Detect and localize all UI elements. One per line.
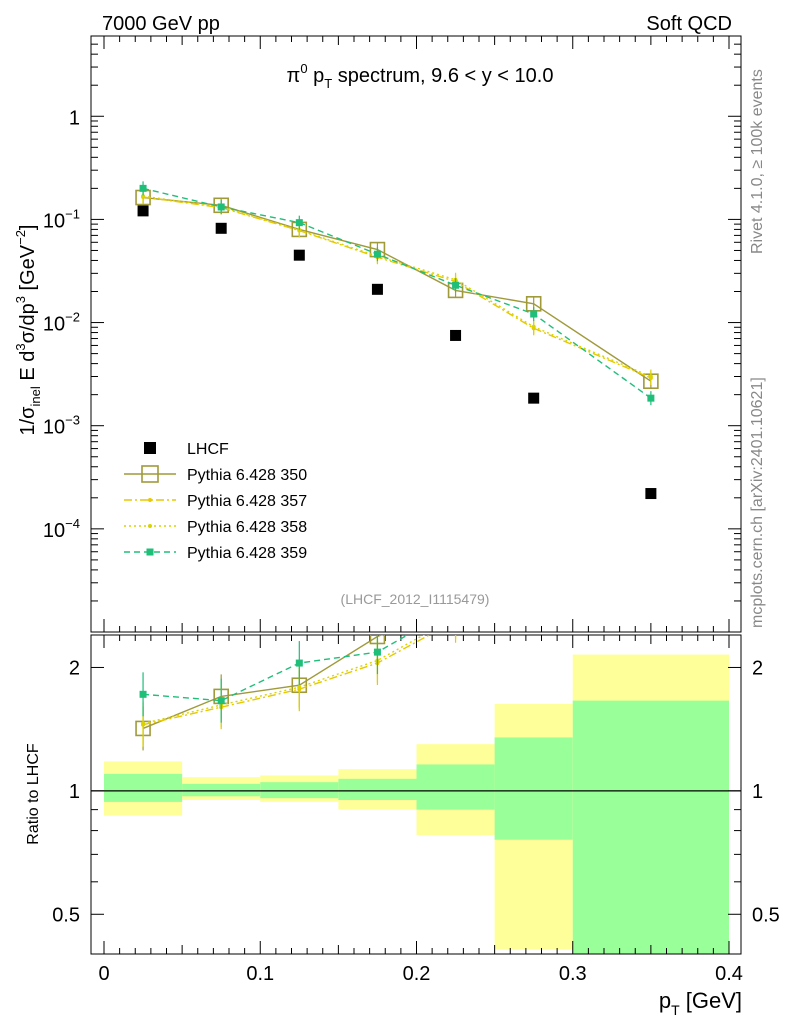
legend: LHCF Pythia 6.428 350 Pythia 6.428 357 Pyth… (124, 441, 307, 562)
main-plot-frame (90, 35, 742, 633)
legend-marker (148, 524, 152, 528)
data-point (373, 250, 381, 258)
main-y-tick-labels: 1 10−1 10−2 10−3 10−4 (43, 107, 80, 542)
ratio-series-pythia-6-428-359 (139, 635, 409, 723)
legend-marker (144, 442, 156, 454)
y-tick-label: 10−1 (43, 206, 80, 232)
data-point (647, 394, 655, 402)
ratio-point (454, 619, 458, 623)
main-plot: 1 10−1 10−2 10−3 10−4 π0 pT spectrum, 9.6 < … (13, 35, 742, 633)
x-tick-label: 0 (98, 963, 109, 985)
data-point (648, 374, 653, 379)
ratio-y-axis-label: Ratio to LHCF (25, 743, 42, 845)
data-point (215, 222, 227, 234)
ratio-plot: 2 2 1 1 0.5 0.5 0 0.1 0.2 0.3 0.4 Ratio to LHCF p… (25, 615, 780, 1018)
ratio-point (373, 648, 381, 656)
stat-uncertainty-band (182, 783, 261, 797)
legend-marker (146, 548, 154, 556)
main-y-ticks (91, 35, 741, 633)
x-tick-label: 0.4 (715, 963, 743, 985)
legend-label: Pythia 6.428 350 (187, 467, 307, 484)
data-point (293, 249, 305, 261)
ratio-y-tick-label-right: 2 (752, 657, 763, 679)
legend-label: LHCF (187, 441, 229, 458)
y-tick-label: 10−3 (43, 413, 80, 439)
data-point (530, 310, 538, 318)
ratio-y-tick-label-right: 0.5 (752, 904, 780, 926)
stat-uncertainty-band (104, 773, 183, 802)
ratio-point (217, 697, 225, 705)
y-tick-label: 10−2 (43, 310, 80, 336)
header-right: Soft QCD (646, 13, 732, 35)
y-tick-label: 10−4 (43, 516, 80, 542)
legend-marker (148, 498, 152, 502)
ratio-bands (91, 654, 741, 954)
legend-entry: Pythia 6.428 359 (124, 545, 307, 562)
x-tick-label: 0.2 (403, 963, 431, 985)
legend-marker (141, 465, 159, 483)
data-point (295, 219, 303, 227)
legend-label: Pythia 6.428 358 (187, 519, 307, 536)
stat-uncertainty-band (260, 782, 339, 799)
main-title: π0 pT spectrum, 9.6 < y < 10.0 (287, 61, 554, 91)
data-point (528, 392, 540, 404)
x-axis-label: pT [GeV] (659, 988, 742, 1018)
data-point (450, 329, 462, 341)
mcplots-label: mcplots.cern.ch [arXiv:2401.10621] (749, 377, 766, 628)
data-point (297, 227, 302, 232)
x-tick-label: 0.3 (559, 963, 587, 985)
legend-entry: Pythia 6.428 358 (124, 519, 307, 536)
ratio-y-tick-labels: 2 2 1 1 0.5 0.5 (52, 657, 780, 926)
series-lhcf (137, 205, 657, 500)
stat-uncertainty-band (338, 778, 417, 800)
ratio-point (141, 721, 146, 726)
data-point (141, 194, 146, 199)
ratio-y-tick-label: 0.5 (52, 904, 80, 926)
ratio-point (297, 685, 302, 690)
rivet-label: Rivet 4.1.0, ≥ 100k events (749, 69, 766, 254)
data-point (452, 281, 460, 289)
ratio-ticks (91, 635, 741, 954)
data-point (531, 324, 536, 329)
ratio-point (139, 690, 147, 698)
legend-entry: Pythia 6.428 357 (124, 493, 307, 510)
x-tick-labels: 0 0.1 0.2 0.3 0.4 (98, 963, 742, 985)
y-tick-label: 1 (69, 107, 80, 129)
series-pythia-6-428-359 (139, 181, 655, 406)
analysis-watermark: (LHCF_2012_I1115479) (341, 591, 490, 607)
legend-entry: Pythia 6.428 350 (124, 465, 307, 484)
ratio-y-tick-label: 2 (69, 657, 80, 679)
ratio-y-tick-label-right: 1 (752, 781, 763, 803)
ratio-point (454, 615, 458, 619)
stat-uncertainty-band (572, 700, 729, 954)
legend-entry: LHCF (144, 441, 229, 458)
main-series-group (135, 181, 659, 500)
data-point (371, 283, 383, 295)
series-pythia-6-428-357 (141, 189, 653, 386)
data-point (645, 488, 657, 500)
ratio-y-tick-label: 1 (69, 781, 80, 803)
data-point (137, 205, 149, 217)
series-line (142, 187, 652, 399)
ratio-point (295, 659, 303, 667)
stat-uncertainty-band (416, 764, 495, 810)
data-point (139, 184, 147, 192)
ratio-series-group (135, 615, 458, 751)
legend-label: Pythia 6.428 357 (187, 493, 307, 510)
header-left: 7000 GeV pp (102, 13, 220, 35)
series-pythia-6-428-350 (135, 189, 659, 390)
legend-label: Pythia 6.428 359 (187, 545, 307, 562)
stat-uncertainty-band (494, 737, 573, 840)
data-point (217, 203, 225, 211)
x-tick-label: 0.1 (246, 963, 274, 985)
main-y-axis-label: 1/σinel E d3σ/dp3 [GeV−2] (13, 224, 43, 435)
series-pythia-6-428-358 (141, 189, 653, 384)
